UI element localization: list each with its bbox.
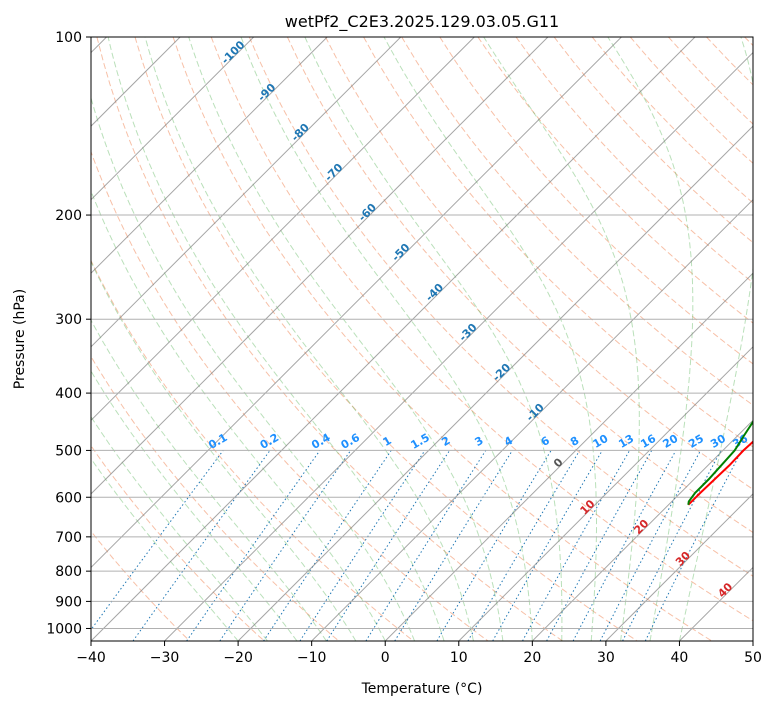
isotherm-line bbox=[91, 37, 475, 422]
moist-adiabat-line bbox=[107, 37, 445, 641]
x-tick-label: 40 bbox=[671, 650, 689, 666]
moist-adiabat-line bbox=[304, 37, 563, 641]
dry-adiabat-line bbox=[401, 37, 753, 406]
x-axis-label: Temperature (°C) bbox=[361, 681, 483, 697]
dry-adiabat-line bbox=[91, 355, 340, 641]
y-tick-label: 500 bbox=[55, 443, 82, 459]
moist-adiabat-line bbox=[91, 457, 239, 641]
y-tick-label: 900 bbox=[55, 594, 82, 610]
mixing-ratio-line bbox=[186, 450, 321, 641]
moist-adiabat-line bbox=[240, 37, 533, 641]
moist-adiabat-line bbox=[91, 260, 357, 641]
isotherm-line bbox=[91, 37, 696, 641]
isotherm-line bbox=[384, 272, 753, 641]
profiles bbox=[687, 420, 753, 506]
x-tick-label: 0 bbox=[381, 650, 390, 666]
y-tick-label: 200 bbox=[55, 208, 82, 224]
x-tick-label: 50 bbox=[744, 650, 762, 666]
moist-adiabat-line bbox=[91, 415, 268, 641]
y-tick-label: 800 bbox=[55, 564, 82, 580]
mixing-ratio-line bbox=[219, 450, 352, 641]
isotherm-line bbox=[164, 51, 753, 641]
x-tick-label: −40 bbox=[76, 650, 106, 666]
dry-adiabat-line bbox=[91, 530, 191, 641]
isotherm-line bbox=[458, 346, 753, 641]
x-tick-label: 10 bbox=[450, 650, 468, 666]
dewpoint-profile bbox=[687, 420, 753, 505]
mixing-ratio-line bbox=[263, 450, 392, 641]
dry-adiabat-line bbox=[134, 37, 638, 641]
chart-title: wetPf2_C2E3.2025.129.03.05.G11 bbox=[285, 12, 559, 32]
x-tick-label: 30 bbox=[597, 650, 615, 666]
moist-adiabat-line bbox=[91, 370, 298, 641]
x-tick-label: −20 bbox=[223, 650, 253, 666]
y-tick-label: 400 bbox=[55, 386, 82, 402]
y-tick-label: 300 bbox=[55, 312, 82, 328]
mixing-ratio-line bbox=[394, 450, 513, 641]
y-tick-label: 100 bbox=[55, 30, 82, 46]
isotherm-line bbox=[605, 493, 753, 641]
isotherm-line bbox=[531, 419, 753, 641]
isotherm-line bbox=[237, 125, 753, 641]
moist-adiabat-line bbox=[483, 37, 640, 641]
plot-area bbox=[91, 37, 753, 641]
mixing-ratio-line bbox=[522, 450, 631, 641]
moist-adiabat-line bbox=[144, 37, 474, 641]
isotherm-line bbox=[91, 37, 402, 348]
mixing-ratio-line bbox=[299, 450, 426, 641]
dry-adiabat-line bbox=[325, 37, 753, 490]
mixing-ratio-line bbox=[644, 450, 743, 641]
dry-adiabat-line bbox=[363, 37, 753, 448]
isotherm-line bbox=[311, 198, 753, 641]
moist-adiabat-line bbox=[678, 37, 753, 641]
dry-adiabat-line bbox=[210, 37, 753, 622]
dry-adiabat-line bbox=[248, 37, 753, 577]
dry-adiabat-line bbox=[91, 444, 265, 641]
moist-adiabat-line bbox=[607, 37, 694, 641]
y-tick-label: 600 bbox=[55, 490, 82, 506]
x-tick-label: 20 bbox=[523, 650, 541, 666]
y-tick-label: 700 bbox=[55, 530, 82, 546]
x-tick-label: −10 bbox=[297, 650, 327, 666]
y-axis-label: Pressure (hPa) bbox=[12, 289, 28, 389]
x-axis: −40 −30 −20 −10 0 10 20 30 40 50 bbox=[76, 641, 762, 666]
mixing-ratio-line bbox=[326, 450, 451, 641]
isotherm-line bbox=[91, 37, 255, 201]
y-axis: 100 200 300 400 500 600 700 800 900 1000 bbox=[46, 30, 91, 637]
x-tick-label: −30 bbox=[150, 650, 180, 666]
temperature-profile bbox=[687, 440, 753, 506]
moist-adiabat-line bbox=[91, 189, 386, 641]
dry-adiabat-line bbox=[96, 37, 563, 641]
isotherm-line bbox=[91, 37, 622, 569]
mixing-ratio-line bbox=[91, 450, 224, 631]
dry-adiabat-line bbox=[286, 37, 753, 534]
mixing-ratio-line bbox=[572, 450, 677, 641]
grid bbox=[91, 37, 753, 641]
mixing-ratio-line bbox=[546, 450, 653, 641]
dry-adiabat-line bbox=[91, 150, 489, 641]
y-tick-label: 1000 bbox=[46, 621, 82, 637]
moist-adiabat-line bbox=[383, 37, 597, 641]
isotherm-line bbox=[91, 37, 328, 274]
isotherm-line bbox=[91, 37, 549, 495]
dry-adiabat-line bbox=[91, 259, 414, 641]
plot-frame bbox=[90, 36, 754, 642]
